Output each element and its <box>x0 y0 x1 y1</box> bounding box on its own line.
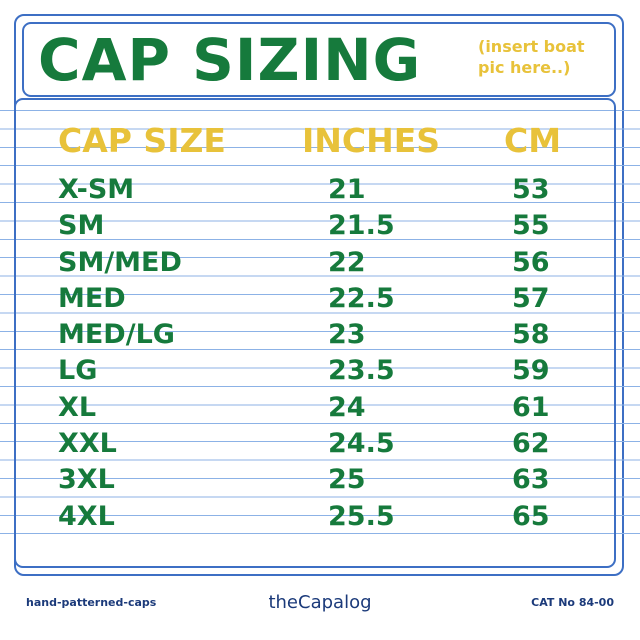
cap-size-cell: 3XL <box>58 464 115 496</box>
inches-cell: 21 <box>328 174 366 205</box>
cm-cell: 55 <box>512 210 550 242</box>
inches-cell: 23 <box>328 319 366 351</box>
table-row: SM/MED 22 56 <box>0 245 640 281</box>
cap-size-cell: XXL <box>58 428 117 460</box>
table-row: MED 22.5 57 <box>0 281 640 317</box>
cm-cell: 53 <box>512 174 550 205</box>
table-frame <box>14 98 616 568</box>
cm-cell: 59 <box>512 355 550 387</box>
table-row: XL 24 61 <box>0 390 640 426</box>
table-row: 3XL 25 63 <box>0 462 640 498</box>
footer-tagline: hand-patterned-caps <box>26 596 157 609</box>
inches-cell: 25.5 <box>328 500 395 532</box>
header-box: CAP SIZING (insert boat pic here..) <box>22 22 616 97</box>
footer-brand: theCapalog <box>268 592 372 613</box>
image-placeholder-note: (insert boat pic here..) <box>478 37 585 77</box>
table-row: 4XL 25.5 65 <box>0 499 640 535</box>
cm-cell: 65 <box>512 500 550 532</box>
cap-size-cell: 4XL <box>58 500 115 532</box>
inches-cell: 24 <box>328 391 366 423</box>
inches-cell: 24.5 <box>328 428 395 460</box>
cm-cell: 61 <box>512 391 550 423</box>
size-table: X-SM 21 53 SM 21.5 55 SM/MED 22 56 MED 2… <box>0 172 640 535</box>
inches-cell: 25 <box>328 464 366 496</box>
table-row: MED/LG 23 58 <box>0 317 640 353</box>
table-row: SM 21.5 55 <box>0 208 640 244</box>
cap-size-cell: LG <box>58 355 98 387</box>
column-header-cm: CM <box>504 121 562 160</box>
cm-cell: 57 <box>512 282 550 314</box>
column-header-inches: INCHES <box>302 121 441 160</box>
inches-cell: 23.5 <box>328 355 395 387</box>
inches-cell: 22 <box>328 246 366 278</box>
cm-cell: 63 <box>512 464 550 496</box>
cm-cell: 58 <box>512 319 550 351</box>
cap-size-cell: X-SM <box>58 174 135 205</box>
cap-size-cell: XL <box>58 391 97 423</box>
column-header-cap-size: CAP SIZE <box>58 121 226 160</box>
inches-cell: 22.5 <box>328 282 395 314</box>
cm-cell: 56 <box>512 246 550 278</box>
cap-size-cell: SM/MED <box>58 246 182 278</box>
cap-size-cell: MED <box>58 282 126 314</box>
table-row: X-SM 21 53 <box>0 172 640 208</box>
footer-catalog-number: CAT No 84-00 <box>531 596 614 609</box>
table-row: LG 23.5 59 <box>0 353 640 389</box>
table-row: XXL 24.5 62 <box>0 426 640 462</box>
page-title: CAP SIZING <box>38 26 422 94</box>
inches-cell: 21.5 <box>328 210 395 242</box>
cap-size-cell: SM <box>58 210 105 242</box>
cap-size-cell: MED/LG <box>58 319 175 351</box>
cm-cell: 62 <box>512 428 550 460</box>
